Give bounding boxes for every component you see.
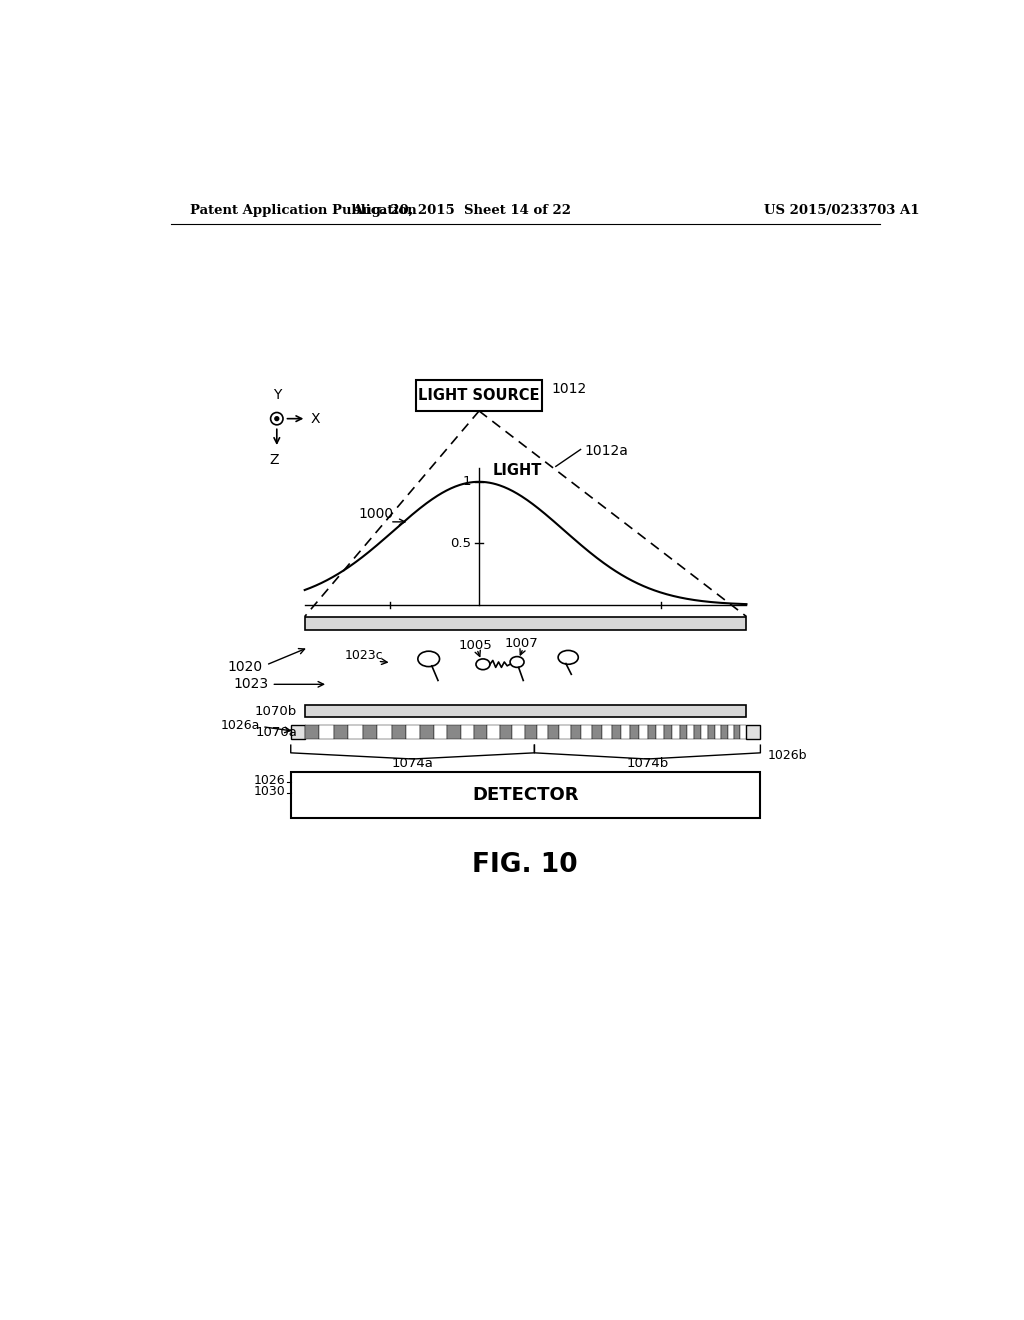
Bar [305, 616, 746, 630]
Bar [362, 725, 377, 739]
Bar [524, 725, 537, 739]
Bar [548, 725, 559, 739]
Bar [721, 725, 727, 739]
Bar [406, 725, 420, 739]
Circle shape [274, 417, 279, 421]
Bar [687, 725, 694, 739]
Bar [420, 725, 433, 739]
Bar [348, 725, 362, 739]
Text: 1074b: 1074b [627, 758, 669, 770]
Bar [570, 725, 582, 739]
Text: 1074a: 1074a [391, 758, 433, 770]
Text: 0.5: 0.5 [451, 537, 471, 550]
Bar [416, 380, 542, 411]
Text: 1020: 1020 [227, 660, 262, 673]
Bar [334, 725, 348, 739]
Bar [630, 725, 639, 739]
Text: FIG. 10: FIG. 10 [472, 853, 578, 878]
Bar [734, 725, 740, 739]
Text: LIGHT: LIGHT [493, 463, 543, 478]
Bar [701, 725, 708, 739]
Bar [602, 725, 611, 739]
Bar [291, 725, 305, 739]
Bar [319, 725, 334, 739]
Bar [611, 725, 622, 739]
Bar [559, 725, 570, 739]
Bar [708, 725, 715, 739]
Text: 1026a: 1026a [220, 718, 260, 731]
Bar [461, 725, 474, 739]
Bar [592, 725, 602, 739]
Bar [694, 725, 701, 739]
Bar [391, 725, 406, 739]
Text: Z: Z [269, 453, 279, 466]
Bar [622, 725, 630, 739]
Ellipse shape [418, 651, 439, 667]
Bar [680, 725, 687, 739]
Bar [665, 725, 672, 739]
Text: 1023c: 1023c [344, 648, 383, 661]
Bar [715, 725, 721, 739]
Bar [727, 725, 734, 739]
Bar [740, 725, 746, 739]
Bar [639, 725, 648, 739]
Bar [305, 725, 319, 739]
Bar [582, 725, 592, 739]
Text: Aug. 20, 2015  Sheet 14 of 22: Aug. 20, 2015 Sheet 14 of 22 [352, 205, 570, 218]
Ellipse shape [510, 656, 524, 668]
Bar [433, 725, 447, 739]
Bar [487, 725, 500, 739]
Ellipse shape [476, 659, 489, 669]
Text: Y: Y [272, 388, 281, 401]
Text: 1070a: 1070a [255, 726, 297, 739]
Text: 1012a: 1012a [585, 444, 629, 458]
Text: 1007: 1007 [505, 638, 539, 649]
Text: 1070b: 1070b [255, 705, 297, 718]
Text: 1026: 1026 [254, 774, 286, 787]
Bar [656, 725, 665, 739]
Bar [648, 725, 656, 739]
Bar [672, 725, 680, 739]
Text: 1: 1 [463, 475, 471, 488]
Text: Patent Application Publication: Patent Application Publication [190, 205, 417, 218]
Bar [746, 725, 761, 739]
Text: 1023: 1023 [233, 677, 269, 692]
Text: X: X [310, 412, 319, 425]
Text: 1026b: 1026b [768, 748, 808, 762]
Bar [305, 705, 746, 718]
Bar [537, 725, 548, 739]
Ellipse shape [558, 651, 579, 664]
Text: 1030: 1030 [254, 785, 286, 797]
Bar [447, 725, 461, 739]
Bar [500, 725, 512, 739]
Bar [474, 725, 487, 739]
Bar [512, 725, 524, 739]
Text: DETECTOR: DETECTOR [472, 787, 579, 804]
Text: 1000: 1000 [358, 507, 393, 521]
Bar [291, 772, 761, 818]
Bar [377, 725, 391, 739]
Text: LIGHT SOURCE: LIGHT SOURCE [419, 388, 540, 403]
Text: 1005: 1005 [459, 639, 493, 652]
Text: US 2015/0233703 A1: US 2015/0233703 A1 [764, 205, 919, 218]
Text: 1012: 1012 [551, 383, 587, 396]
